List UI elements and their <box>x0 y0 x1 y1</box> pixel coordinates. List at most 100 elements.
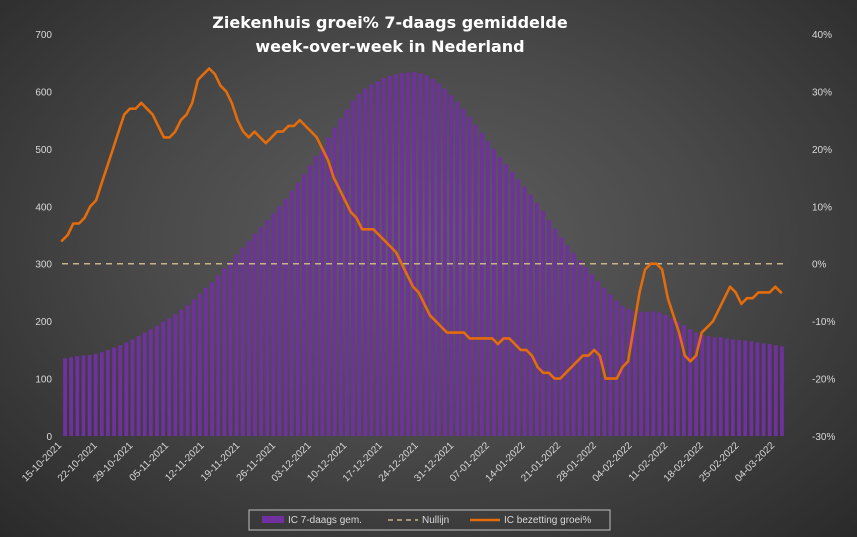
chart-title-line2: week-over-week in Nederland <box>255 37 524 56</box>
bar <box>780 346 784 436</box>
bar <box>620 305 625 436</box>
bar <box>565 245 570 436</box>
bar <box>571 252 576 436</box>
legend-swatch-bar <box>262 516 284 523</box>
bar <box>259 226 264 436</box>
bar <box>467 116 472 436</box>
legend-box <box>248 509 611 531</box>
bar <box>645 311 650 436</box>
bar <box>761 343 766 436</box>
bar <box>357 93 362 436</box>
bar <box>694 332 699 436</box>
y-right-tick-label: -10% <box>812 317 835 328</box>
legend: IC 7-daags gem. Nullijn IC bezetting gro… <box>248 509 611 531</box>
bar-series <box>63 71 784 437</box>
bar <box>210 282 215 436</box>
bar <box>541 210 545 436</box>
bar <box>504 164 509 437</box>
bar <box>406 72 411 436</box>
bar <box>191 299 196 436</box>
y-left-tick-label: 600 <box>35 87 52 98</box>
bar <box>277 206 282 436</box>
bar <box>93 353 98 436</box>
x-axis: 15-10-202122-10-202129-10-202105-11-2021… <box>20 440 777 484</box>
legend-label-bar: IC 7-daags gem. <box>288 515 362 526</box>
bar <box>216 275 221 436</box>
bar <box>436 83 441 436</box>
bar <box>173 314 178 436</box>
legend-label-line: IC bezetting groei% <box>504 515 591 526</box>
bar <box>767 344 772 436</box>
y-right-tick-label: 10% <box>812 202 832 213</box>
bar <box>142 332 147 436</box>
bar <box>688 329 692 436</box>
bar <box>155 325 159 436</box>
bar <box>731 339 735 436</box>
y-right-tick-label: -20% <box>812 375 835 386</box>
bar <box>179 309 184 436</box>
bar <box>106 349 110 436</box>
bar <box>289 190 294 436</box>
bar <box>461 108 466 436</box>
bar <box>596 280 601 436</box>
bar <box>320 146 325 436</box>
bar <box>449 94 453 437</box>
bar <box>283 198 288 436</box>
bar <box>516 179 521 437</box>
bar <box>369 84 374 436</box>
y-right-tick-label: 30% <box>812 87 832 98</box>
bar <box>265 220 270 436</box>
bar <box>522 186 527 436</box>
y-left-tick-label: 300 <box>35 260 52 271</box>
bar <box>485 140 490 436</box>
bar <box>418 73 423 437</box>
bar <box>755 342 760 436</box>
bar <box>308 164 313 436</box>
y-left-tick-label: 400 <box>35 202 52 213</box>
bar <box>737 340 741 436</box>
bar <box>246 240 251 436</box>
bar <box>559 237 564 436</box>
bar <box>326 137 331 436</box>
bar <box>675 321 680 436</box>
bar <box>639 311 643 436</box>
bar <box>375 81 380 436</box>
bar <box>338 118 343 437</box>
bar <box>614 300 619 436</box>
bar <box>185 305 190 436</box>
bar <box>583 267 588 436</box>
y-left-tick-label: 200 <box>35 317 52 328</box>
bar <box>253 233 257 436</box>
bar <box>381 78 386 436</box>
bar <box>473 124 478 437</box>
y-right-tick-label: 0% <box>812 260 827 271</box>
bar <box>197 293 202 436</box>
bar <box>75 356 80 436</box>
bar <box>130 339 135 436</box>
bar <box>363 88 368 436</box>
bar <box>234 254 239 436</box>
y-right-tick-label: -30% <box>812 432 835 443</box>
bar <box>553 228 558 436</box>
y-left-tick-label: 0 <box>46 432 52 443</box>
bar <box>412 71 417 437</box>
bar <box>718 337 723 436</box>
y-right-tick-label: 40% <box>812 30 832 41</box>
bar <box>657 312 662 436</box>
bar <box>400 73 404 437</box>
bar <box>534 202 539 436</box>
bar <box>81 355 86 436</box>
bar <box>148 329 153 436</box>
growth-line-series <box>60 67 783 380</box>
y-right-tick-label: 20% <box>812 145 832 156</box>
bar <box>240 247 245 436</box>
bar <box>479 132 484 436</box>
bar <box>351 100 355 437</box>
bar <box>204 287 208 436</box>
legend-label-zero: Nullijn <box>422 515 449 526</box>
bar <box>295 182 300 436</box>
bar <box>332 127 337 437</box>
bar <box>626 309 631 436</box>
bar <box>228 261 233 436</box>
